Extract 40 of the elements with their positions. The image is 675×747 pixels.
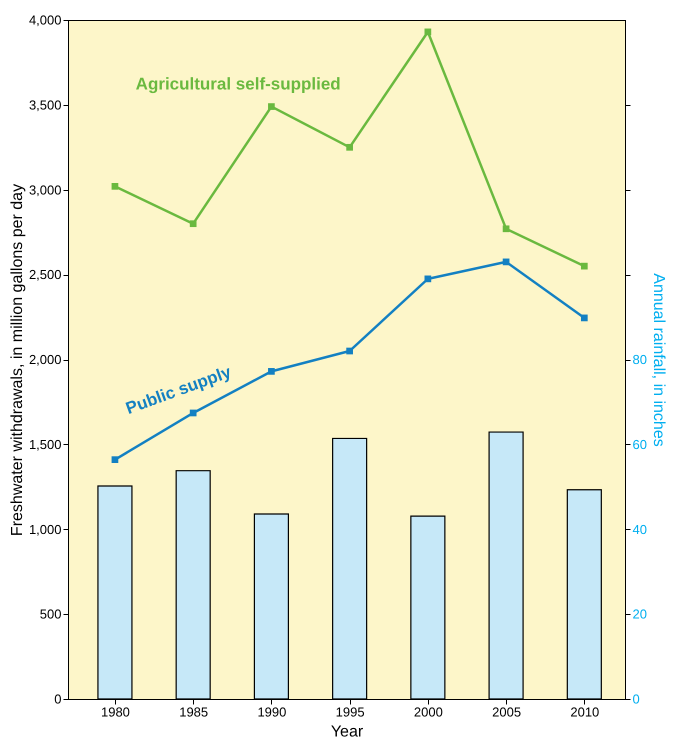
y-tick-label: 500 (40, 606, 62, 622)
point (346, 144, 353, 151)
x-tick-label: 1985 (179, 704, 208, 720)
x-axis-title: Year (330, 724, 364, 740)
y2-tick-label: 20 (632, 606, 647, 622)
x-tick-label: 2000 (414, 704, 443, 720)
y2-tick-label: 60 (632, 436, 647, 452)
x-tick-label: 2005 (492, 704, 522, 720)
point (112, 183, 118, 190)
x-tick-label: 2010 (570, 704, 600, 720)
y-tick-label: 1,000 (28, 522, 62, 537)
y2-tick-label: 40 (632, 522, 647, 537)
x-tick-label: 1990 (257, 704, 286, 720)
y2-tick-label: 0 (632, 692, 640, 706)
point (268, 103, 275, 110)
y-axis-title: Freshwater withdrawals, in million gallons per day (8, 184, 26, 536)
x-tick-label: 1980 (100, 704, 130, 720)
point (424, 276, 432, 282)
y-tick-label: 4,000 (28, 12, 62, 28)
point (346, 348, 353, 354)
x-tick-label: 1995 (336, 704, 365, 720)
y-tick-label: 2,000 (28, 352, 62, 367)
text: Public supply (123, 362, 234, 418)
point (502, 225, 510, 232)
y2-tick-label: 80 (632, 352, 647, 367)
point (190, 220, 197, 228)
y-tick-label: 0 (54, 692, 62, 706)
point (580, 262, 588, 270)
point (190, 410, 197, 416)
y2-axis-title: Annual rainfall, in inches (650, 273, 667, 447)
text: Agricultural self-supplied (136, 74, 341, 94)
point (502, 258, 510, 266)
y-tick-label: 3,500 (28, 97, 62, 112)
y-tick-label: 2,500 (28, 267, 62, 282)
point (424, 28, 432, 36)
point (580, 314, 588, 322)
y-tick-label: 3,000 (28, 182, 62, 198)
point (112, 456, 118, 464)
y-tick-label: 1,500 (28, 436, 62, 452)
point (268, 368, 275, 375)
